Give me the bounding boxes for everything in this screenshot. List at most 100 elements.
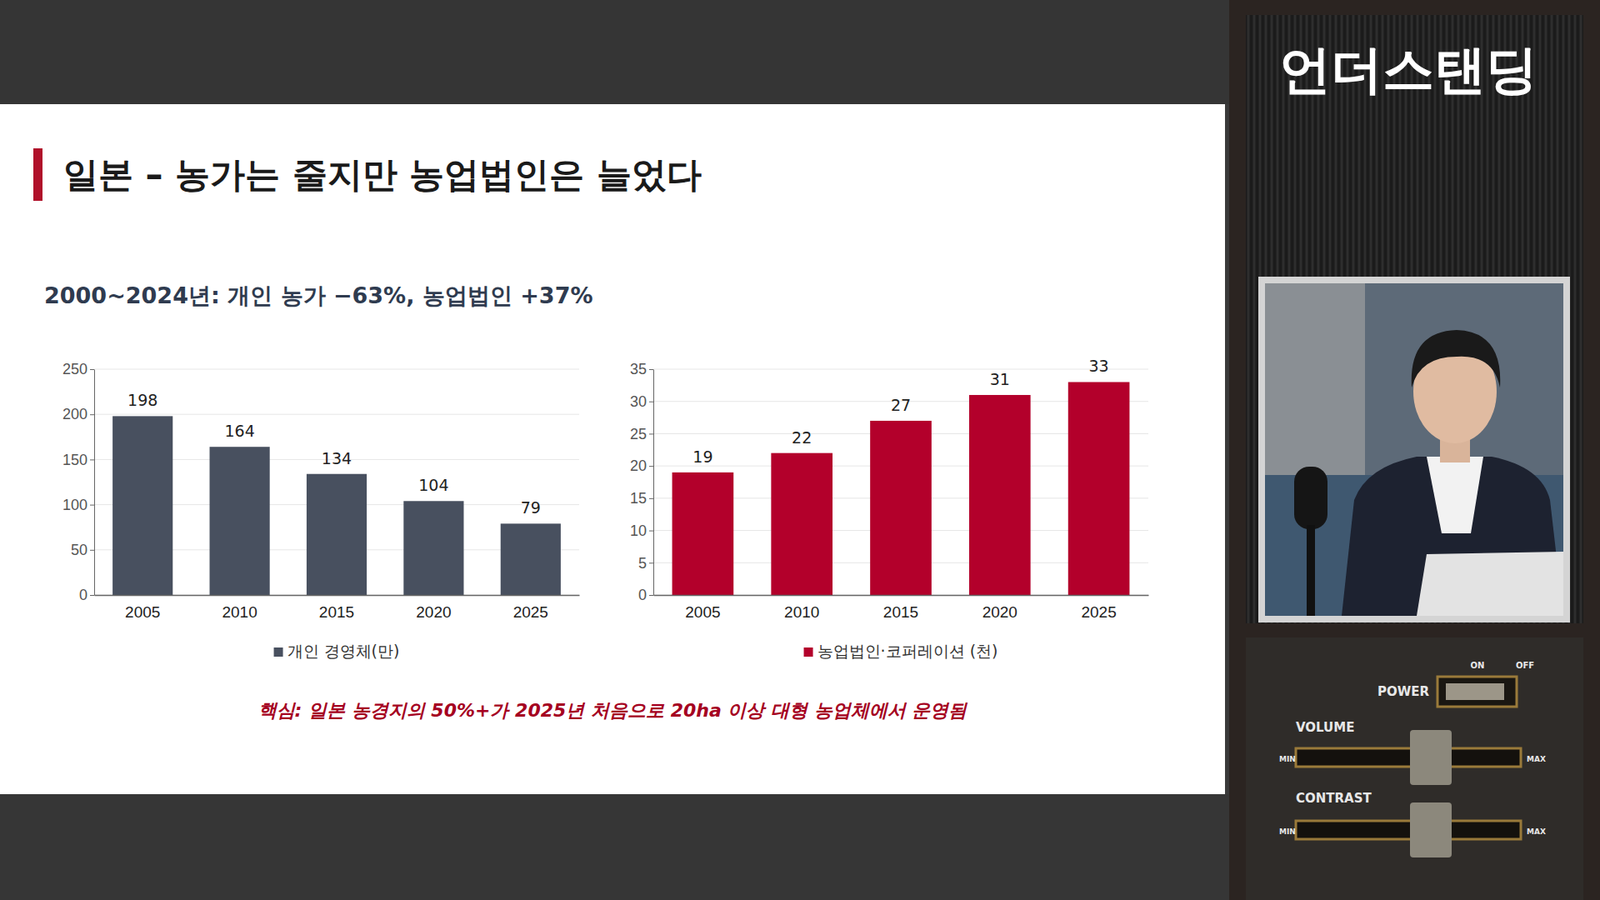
window bbox=[1265, 283, 1365, 475]
tick: 50 bbox=[70, 541, 95, 559]
stripe bbox=[1574, 15, 1577, 624]
tick-mark bbox=[649, 433, 654, 435]
tick: 150 bbox=[62, 451, 95, 469]
tick-mark bbox=[90, 414, 95, 415]
legend-swatch bbox=[804, 647, 814, 657]
shirt bbox=[1426, 456, 1484, 534]
tick-label: 2010 bbox=[784, 603, 820, 621]
bar bbox=[403, 500, 464, 595]
y-axis: 050100150200250 bbox=[62, 360, 95, 604]
brand: 언더스탠딩 bbox=[1279, 39, 1538, 100]
y-axis: 0 5 10 15 20 25 30 35 bbox=[630, 360, 655, 604]
tick-mark bbox=[649, 562, 654, 564]
wall bbox=[1265, 283, 1564, 616]
legend: 개인 경영체(만) bbox=[274, 641, 400, 660]
tick: 35 bbox=[630, 360, 654, 378]
bar bbox=[500, 523, 561, 595]
legend-item: 개인 경영체(만) bbox=[274, 641, 400, 660]
tick-label: 250 bbox=[62, 360, 88, 378]
axis-line bbox=[94, 370, 95, 596]
tick-label: 0 bbox=[638, 586, 647, 604]
title: 일본 – 농가는 줄지만 농업법인은 늘었다 bbox=[63, 154, 702, 195]
microphone bbox=[1294, 466, 1328, 530]
slider-slot bbox=[1295, 748, 1521, 767]
device-panel bbox=[1245, 637, 1584, 900]
tick: 5 bbox=[638, 555, 654, 572]
stripe bbox=[1253, 15, 1256, 624]
axis-line bbox=[653, 370, 655, 596]
tick: 2010 bbox=[784, 603, 820, 621]
tick: 2025 bbox=[1080, 603, 1116, 621]
tick-label: 30 bbox=[630, 393, 647, 410]
tick-label: 150 bbox=[62, 451, 88, 469]
slider-knob bbox=[1410, 730, 1452, 785]
data-label: 79 bbox=[520, 498, 541, 517]
legend-swatch bbox=[274, 647, 284, 657]
tick: 2015 bbox=[319, 603, 355, 621]
axis-line bbox=[95, 595, 580, 597]
data-label: 22 bbox=[791, 428, 812, 447]
frame bbox=[1229, 0, 1600, 900]
tick-label: 15 bbox=[630, 490, 647, 507]
background-band bbox=[0, 0, 1230, 105]
chart: 1922273133051015202530352005201020152020… bbox=[630, 356, 1150, 660]
tick-mark bbox=[649, 498, 654, 500]
tick-label: 200 bbox=[62, 405, 88, 423]
legend-item: 농업법인·코퍼레이션 (천) bbox=[804, 641, 999, 660]
tick: 15 bbox=[630, 490, 654, 507]
tick-mark bbox=[90, 459, 95, 460]
tick-label: 50 bbox=[70, 541, 88, 559]
tick-label: 2005 bbox=[125, 603, 160, 621]
tick: 20 bbox=[630, 457, 654, 475]
background-band bbox=[0, 794, 1230, 900]
background bbox=[0, 0, 1600, 900]
tick-label: 2020 bbox=[415, 603, 451, 621]
tick-label: 20 bbox=[630, 457, 647, 475]
tick-label: 2015 bbox=[319, 603, 355, 621]
bar bbox=[1068, 381, 1130, 595]
legend-label: 개인 경영체(만) bbox=[287, 641, 400, 660]
tick-mark bbox=[649, 530, 654, 532]
tick: 200 bbox=[62, 405, 95, 423]
hair bbox=[1411, 330, 1501, 388]
tick: 10 bbox=[630, 522, 654, 540]
tick-label: 10 bbox=[630, 522, 647, 540]
tick-label: 2005 bbox=[685, 603, 720, 621]
grid bbox=[653, 369, 1149, 595]
tick-label: 100 bbox=[62, 496, 88, 514]
tick: 2010 bbox=[221, 603, 257, 621]
tick: 2020 bbox=[415, 603, 451, 621]
device-label: VOLUME bbox=[1295, 720, 1355, 735]
data-label: 31 bbox=[990, 370, 1010, 389]
stripe bbox=[1580, 15, 1583, 624]
tick-mark bbox=[649, 465, 654, 467]
laptop bbox=[1416, 551, 1564, 616]
tick: 100 bbox=[62, 496, 95, 514]
page: 일본 – 농가는 줄지만 농업법인은 늘었다2000~2024년: 개인 농가 … bbox=[0, 0, 1600, 900]
data-label: 33 bbox=[1089, 356, 1110, 375]
stripes bbox=[1248, 15, 1581, 624]
tick-label: 25 bbox=[630, 425, 647, 443]
x-axis: 20052010201520202025 bbox=[95, 595, 580, 622]
bars bbox=[672, 381, 1130, 595]
device-label: MIN bbox=[1279, 827, 1296, 836]
slider-slot bbox=[1295, 820, 1521, 840]
chart: 1981641341047905010015020025020052010201… bbox=[62, 360, 580, 660]
tick-label: 2020 bbox=[982, 603, 1018, 621]
suit bbox=[1341, 456, 1564, 616]
tick-label: 2025 bbox=[1080, 603, 1116, 621]
device: ONOFFPOWERVOLUMEMINMAXCONTRASTMINMAX bbox=[1245, 637, 1584, 900]
data-label: 27 bbox=[890, 395, 911, 415]
device-label: MAX bbox=[1526, 827, 1546, 836]
bar bbox=[870, 420, 932, 595]
data-label: 198 bbox=[127, 390, 158, 410]
device-label: MIN bbox=[1279, 755, 1296, 764]
data-label: 104 bbox=[418, 475, 449, 495]
axis-line bbox=[654, 595, 1150, 597]
note: 핵심: 일본 농경지의 50%+가 2025년 처음으로 20ha 이상 대형 … bbox=[258, 700, 970, 721]
side-panel: 언더스탠딩ONOFFPOWERVOLUMEMINMAXCONTRASTMINMA… bbox=[1229, 0, 1600, 900]
webcam bbox=[1265, 283, 1564, 616]
device-label: CONTRAST bbox=[1295, 790, 1373, 806]
stripes-bg bbox=[1245, 15, 1584, 624]
power-switch bbox=[1437, 676, 1517, 707]
